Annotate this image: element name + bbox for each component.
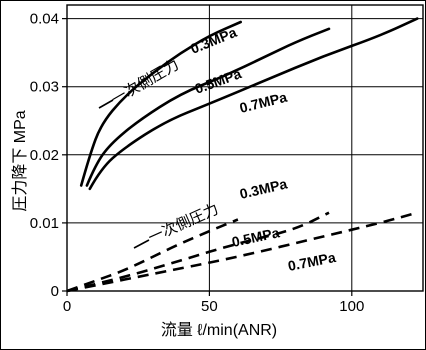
series-line-dashed-4: [66, 218, 239, 293]
group-label-leader: [133, 239, 150, 249]
x-axis-label: 流量 ℓ/min(ANR): [161, 321, 277, 339]
y-tick-label: 0.02: [30, 147, 59, 164]
y-tick-label: 0.04: [30, 11, 59, 28]
x-tick-label: 0: [63, 298, 71, 315]
grid: [67, 5, 423, 291]
plot-frame: [66, 4, 424, 292]
x-tick-label: 50: [201, 298, 218, 315]
series-line-solid-1: [79, 20, 242, 187]
y-axis-label: 圧力降下 MPa: [11, 110, 29, 211]
y-tick-label: 0.01: [30, 215, 59, 232]
group-label-leader: [98, 99, 114, 109]
series-label-1: 0.3MPa: [188, 24, 239, 57]
series-line-solid-3: [88, 17, 419, 191]
series-line-dashed-6: [66, 211, 418, 293]
axes: 0 0.01 0.02 0.03 0.04 0 50 100: [30, 4, 424, 315]
y-tick-label: 0: [51, 283, 59, 300]
series-label-6: 0.7MPa: [287, 249, 338, 274]
series-line-dashed-5: [66, 211, 330, 293]
series-label-4: 0.3MPa: [238, 175, 289, 201]
series-line-solid-2: [85, 27, 331, 187]
x-tick-label: 100: [339, 298, 364, 315]
y-tick-label: 0.03: [30, 79, 59, 96]
series-lines: [66, 17, 419, 293]
series-label-3: 0.7MPa: [238, 89, 289, 116]
series-label-5: 0.5MPa: [230, 224, 281, 250]
series-labels: 0.3MPa0.5MPa0.7MPa0.3MPa0.5MPa0.7MPa一次側圧…: [98, 24, 338, 274]
